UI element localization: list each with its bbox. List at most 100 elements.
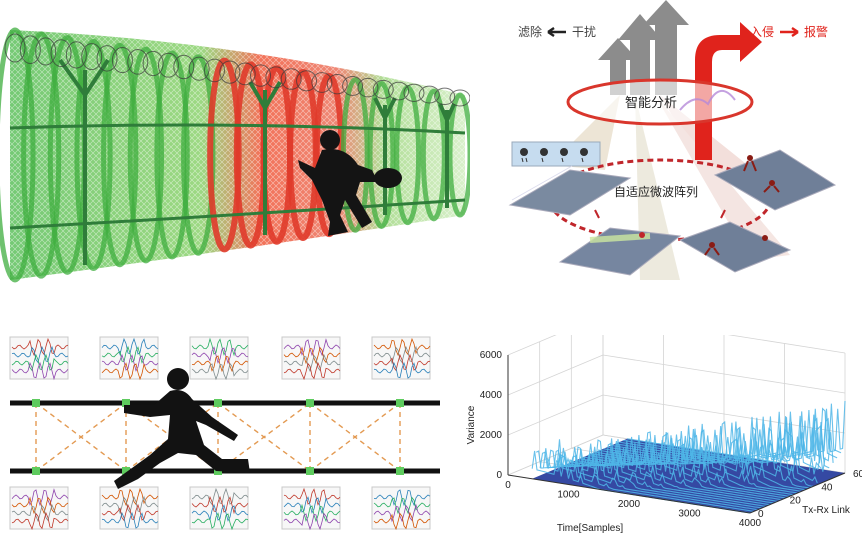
coil-loop xyxy=(219,60,241,84)
coil-loop xyxy=(127,48,149,75)
coil-loop xyxy=(173,54,195,80)
sensing-ring xyxy=(447,92,470,218)
link-line xyxy=(309,402,401,472)
signal-thumbnail xyxy=(371,336,431,380)
sensor-node xyxy=(306,399,314,407)
analysis-scene: 滤除 干扰 入侵 报警 智能分析 自适应微波阵列 xyxy=(508,0,837,280)
sensor-node xyxy=(32,467,40,475)
surface-ridge xyxy=(579,425,798,494)
surface-ridge xyxy=(599,416,818,484)
z-tick-label: 6000 xyxy=(480,350,503,361)
coil-loop xyxy=(50,39,72,68)
signal-thumbnail xyxy=(189,336,249,381)
x-tick-label: 1000 xyxy=(557,490,580,501)
sensing-ring xyxy=(367,81,396,229)
y-axis-label: Tx-Rx Link xyxy=(802,505,851,516)
surface-ridge xyxy=(544,446,762,509)
analysis-ellipse xyxy=(566,78,754,126)
coil-loop xyxy=(142,50,164,77)
weather-icons xyxy=(520,148,588,163)
coil-loop xyxy=(357,77,379,98)
coil-loop xyxy=(403,83,425,102)
adaptive-analysis-diagram: 滤除 干扰 入侵 报警 智能分析 自适应微波阵列 xyxy=(490,0,862,285)
z-tick-label: 2000 xyxy=(480,430,503,441)
surface-ridge xyxy=(575,432,794,496)
coil-loop xyxy=(203,58,225,83)
coil-loop xyxy=(388,81,410,101)
x-tick-label: 4000 xyxy=(739,518,762,529)
coil-loop xyxy=(188,56,210,81)
sensing-ring xyxy=(420,88,447,222)
filter-label: 滤除 xyxy=(518,24,542,39)
coil-loop xyxy=(19,35,41,65)
signal-thumbnail xyxy=(99,486,159,530)
coil-loop xyxy=(4,33,26,63)
surface-ridge xyxy=(539,439,758,511)
surface-ridge xyxy=(587,426,806,491)
link-scene xyxy=(9,336,440,531)
coil-loop xyxy=(81,43,103,71)
signal-thumbnail xyxy=(99,336,159,381)
coil-loop xyxy=(35,37,57,66)
surface-base xyxy=(532,438,845,513)
coil-loop xyxy=(65,41,87,69)
coil-loop xyxy=(111,47,133,74)
sensor-node xyxy=(32,399,40,407)
sensor-node xyxy=(306,467,314,475)
signal-thumbnail xyxy=(189,486,249,531)
array-label: 自适应微波阵列 xyxy=(614,184,698,199)
surface-ridge xyxy=(615,409,834,464)
link-line xyxy=(35,402,127,472)
sensor-node xyxy=(122,467,130,475)
sensing-ring xyxy=(101,42,139,268)
surface-ridge xyxy=(591,420,810,489)
signal-thumbnail xyxy=(9,486,69,531)
intruder-silhouette xyxy=(298,130,402,236)
coil-loop xyxy=(234,62,256,86)
coil-loop xyxy=(418,85,440,104)
fence-scene xyxy=(0,27,470,283)
filter-arrows xyxy=(598,0,689,95)
grid-line xyxy=(727,335,846,354)
grid-line xyxy=(507,335,557,356)
coil-loop xyxy=(280,68,302,90)
grid-line xyxy=(507,394,604,436)
y-tick-label: 40 xyxy=(821,482,833,493)
signal-thumbnail xyxy=(9,336,69,381)
z-tick-label: 4000 xyxy=(480,390,503,401)
coil-loop xyxy=(342,75,364,96)
z-axis-label: Variance xyxy=(466,405,477,444)
x-tick-label: 0 xyxy=(505,480,511,491)
alarm-label: 报警 xyxy=(804,24,828,39)
signal-thumbnail xyxy=(371,486,431,531)
x-tick-label: 3000 xyxy=(678,509,701,520)
scene-tile-left xyxy=(508,165,632,216)
analysis-label: 智能分析 xyxy=(625,96,677,111)
sensing-ring xyxy=(21,31,62,279)
sensing-ring xyxy=(127,46,165,264)
coil-loop xyxy=(449,89,470,107)
intrusion-arrow xyxy=(695,22,762,160)
fence-intrusion-illustration xyxy=(0,0,470,285)
surface-ridge xyxy=(583,423,802,492)
surface-ridge xyxy=(619,407,838,464)
intrusion-label: 入侵 xyxy=(750,24,774,39)
sensor-node xyxy=(214,399,222,407)
signal-thumbnail xyxy=(281,336,341,381)
coil-loop xyxy=(250,64,272,87)
scene-tile-right xyxy=(713,149,837,211)
grid-line xyxy=(507,354,604,396)
link-network-diagram xyxy=(0,335,450,535)
surface-ridge xyxy=(611,411,830,469)
fence-rail-top xyxy=(9,123,466,135)
signal-thumbnail xyxy=(281,486,341,531)
scene-tile-bottom-right xyxy=(678,221,792,273)
sensor-nodes xyxy=(32,399,404,475)
x-axis xyxy=(507,474,751,514)
x-axis-label: Time[Samples] xyxy=(557,523,624,534)
y-tick-label: 60 xyxy=(853,469,862,480)
sensor-node xyxy=(396,399,404,407)
coil-loop xyxy=(372,79,394,99)
